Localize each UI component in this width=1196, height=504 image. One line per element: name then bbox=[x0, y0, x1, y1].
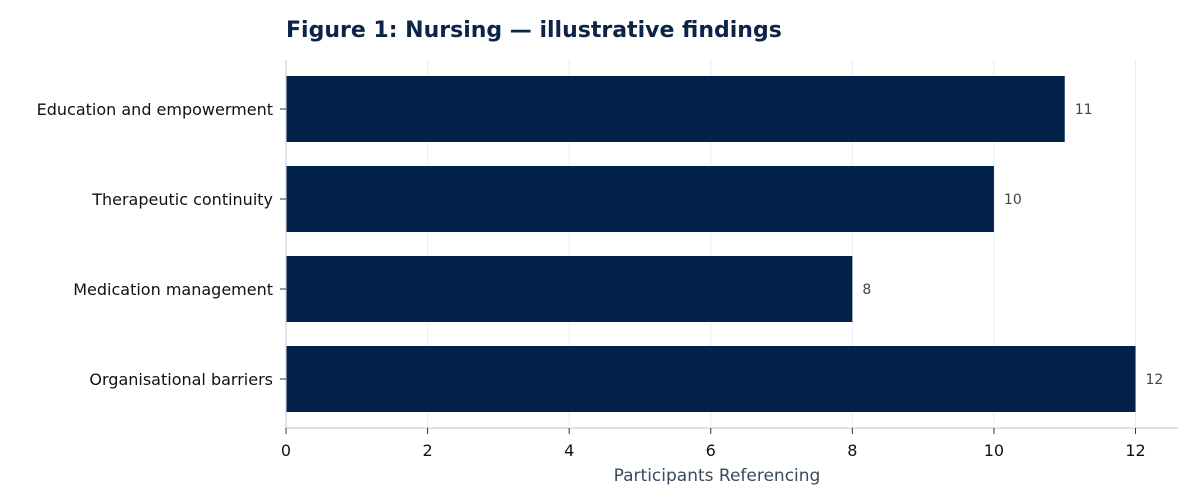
value-label: 11 bbox=[1075, 102, 1093, 118]
x-tick-label: 0 bbox=[281, 441, 291, 460]
x-tick-label: 6 bbox=[706, 441, 716, 460]
x-tick-label: 12 bbox=[1125, 441, 1145, 460]
bar bbox=[286, 76, 1065, 142]
x-tick-label: 2 bbox=[422, 441, 432, 460]
category-label: Organisational barriers bbox=[89, 370, 273, 389]
value-label: 8 bbox=[862, 282, 871, 298]
chart-title: Figure 1: Nursing — illustrative finding… bbox=[286, 18, 782, 43]
category-label: Therapeutic continuity bbox=[91, 190, 273, 209]
bar bbox=[286, 166, 994, 232]
value-label: 10 bbox=[1004, 192, 1022, 208]
value-label: 12 bbox=[1146, 372, 1164, 388]
axes bbox=[285, 60, 1178, 429]
x-axis-title: Participants Referencing bbox=[614, 466, 821, 486]
bar bbox=[286, 256, 853, 322]
x-tick-label: 4 bbox=[564, 441, 574, 460]
bar bbox=[286, 346, 1136, 412]
category-label: Medication management bbox=[73, 280, 273, 299]
bars bbox=[286, 76, 1136, 412]
labels: 0 2 4 6 8 10 12 Education and empowerment 11 Ther… bbox=[37, 100, 1164, 460]
x-tick-label: 10 bbox=[984, 441, 1004, 460]
x-tick-label: 8 bbox=[847, 441, 857, 460]
category-label: Education and empowerment bbox=[37, 100, 273, 119]
